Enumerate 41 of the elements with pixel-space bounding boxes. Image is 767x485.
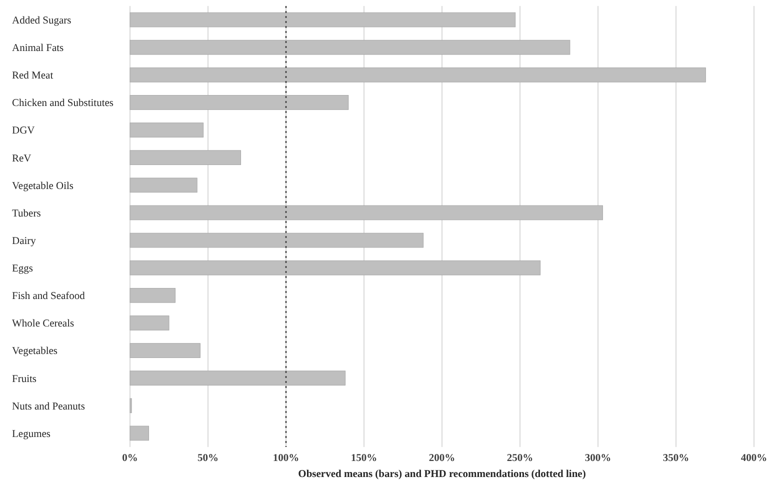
y-tick-label: Chicken and Substitutes	[12, 98, 114, 110]
y-tick-label: Legumes	[12, 428, 50, 440]
y-tick-label: Fish and Seafood	[12, 291, 86, 302]
bar	[130, 316, 170, 330]
y-tick-label: Tubers	[12, 208, 41, 220]
y-tick-label: Added Sugars	[12, 15, 72, 26]
x-tick-label: 100%	[272, 453, 300, 464]
y-tick-label: Eggs	[12, 264, 33, 275]
y-tick-label: Nuts and Peanuts	[12, 401, 85, 412]
y-tick-label: Red Meat	[12, 70, 54, 82]
x-tick-label: 150%	[350, 453, 378, 464]
bar	[130, 150, 242, 166]
bar	[130, 67, 706, 82]
bar	[130, 205, 603, 220]
x-tick-label: 300%	[584, 453, 612, 464]
bar	[130, 95, 349, 110]
y-tick-label: Animal Fats	[12, 43, 64, 54]
y-tick-label: Whole Cereals	[12, 318, 74, 330]
x-tick-label: 50%	[198, 453, 218, 464]
x-tick-label: 250%	[506, 453, 534, 464]
y-tick-label: DGV	[12, 126, 36, 137]
bar	[130, 426, 149, 441]
x-tick-label: 350%	[662, 453, 690, 464]
bar	[130, 370, 346, 386]
bar	[130, 122, 204, 138]
bar	[130, 260, 541, 276]
bar	[130, 178, 198, 193]
x-axis-title: Observed means (bars) and PHD recommendations (dotted line)	[298, 469, 586, 480]
bar	[130, 12, 516, 28]
bar	[130, 40, 570, 55]
bar	[130, 343, 200, 358]
y-tick-label: Vegetable Oils	[12, 180, 74, 192]
bar	[130, 288, 176, 303]
x-tick-label: 200%	[428, 453, 456, 464]
y-tick-label: Dairy	[12, 236, 37, 247]
y-tick-label: ReV	[12, 153, 32, 164]
y-tick-label: Fruits	[12, 374, 37, 385]
x-tick-label: 400%	[740, 453, 767, 464]
y-tick-label: Vegetables	[12, 346, 58, 358]
bar	[130, 232, 424, 248]
x-tick-label: 0%	[122, 453, 138, 464]
